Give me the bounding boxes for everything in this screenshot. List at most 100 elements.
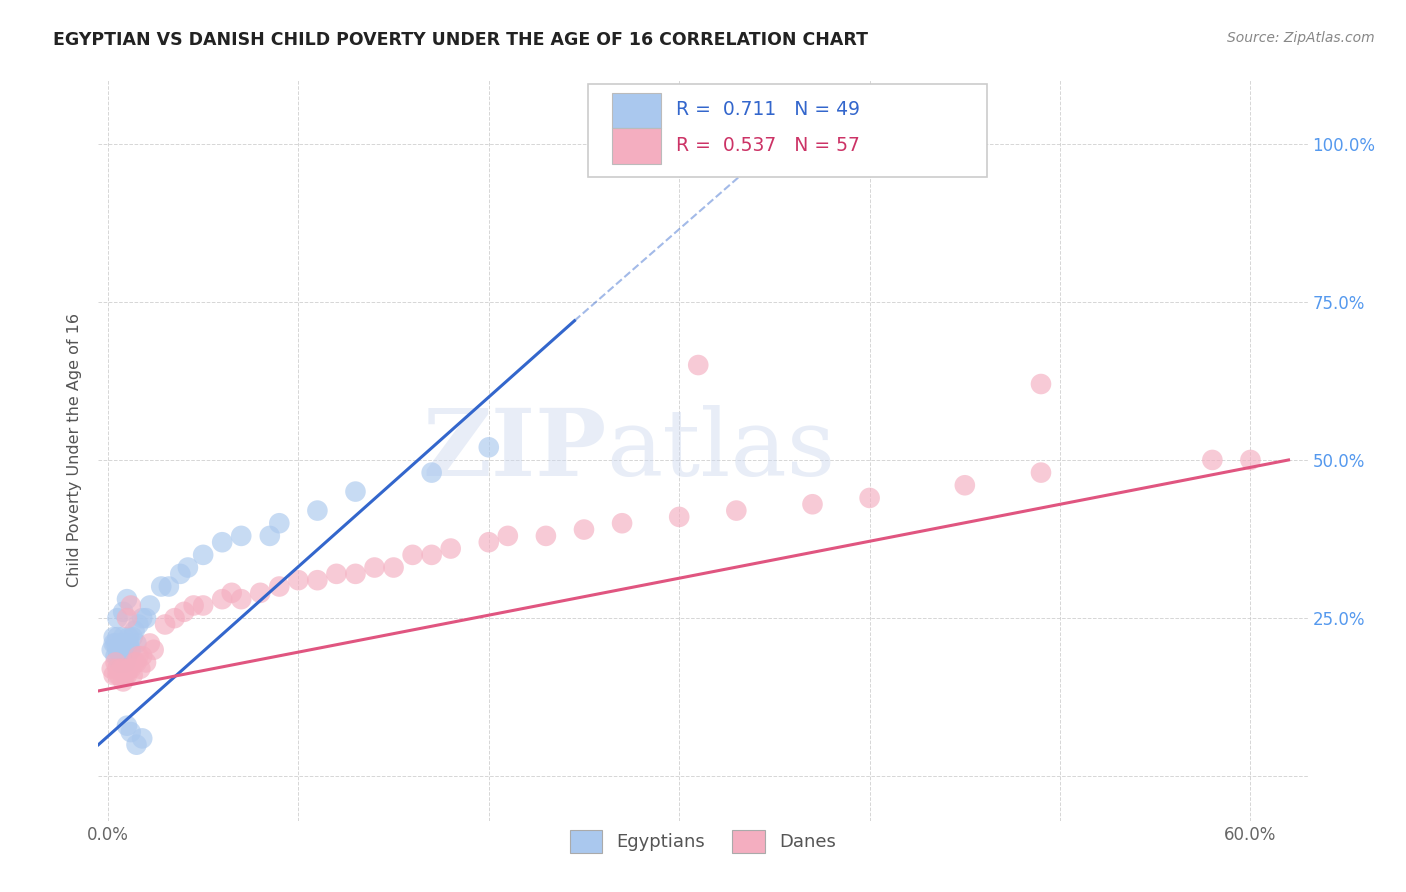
Danes bbox=[163, 611, 186, 625]
Danes bbox=[112, 662, 135, 676]
Danes bbox=[534, 529, 557, 543]
Danes bbox=[1029, 377, 1052, 392]
Egyptians bbox=[115, 649, 138, 664]
Egyptians bbox=[125, 738, 148, 752]
Danes bbox=[153, 617, 176, 632]
Danes bbox=[478, 535, 501, 549]
Danes bbox=[120, 599, 142, 613]
Danes bbox=[120, 662, 142, 676]
Egyptians bbox=[107, 630, 129, 644]
Egyptians bbox=[115, 592, 138, 607]
Egyptians bbox=[231, 529, 253, 543]
Egyptians bbox=[104, 649, 127, 664]
FancyBboxPatch shape bbox=[613, 128, 661, 164]
Egyptians bbox=[107, 642, 129, 657]
Egyptians bbox=[650, 155, 672, 169]
Egyptians bbox=[110, 649, 132, 664]
FancyBboxPatch shape bbox=[588, 84, 987, 177]
Danes bbox=[801, 497, 824, 511]
Danes bbox=[363, 560, 385, 574]
Danes bbox=[211, 592, 233, 607]
Egyptians bbox=[108, 642, 131, 657]
Egyptians bbox=[177, 560, 200, 574]
Danes bbox=[107, 668, 129, 682]
Danes bbox=[1201, 453, 1223, 467]
Danes bbox=[307, 573, 329, 587]
Egyptians bbox=[307, 503, 329, 517]
Danes bbox=[112, 674, 135, 689]
Egyptians bbox=[112, 605, 135, 619]
Danes bbox=[103, 668, 125, 682]
Egyptians bbox=[121, 630, 143, 644]
Danes bbox=[287, 573, 309, 587]
Danes bbox=[104, 656, 127, 670]
Danes bbox=[221, 586, 243, 600]
Danes bbox=[183, 599, 205, 613]
Danes bbox=[953, 478, 976, 492]
Legend: Egyptians, Danes: Egyptians, Danes bbox=[562, 823, 844, 860]
Egyptians bbox=[191, 548, 214, 562]
Danes bbox=[191, 599, 214, 613]
Egyptians bbox=[420, 466, 443, 480]
Egyptians bbox=[259, 529, 281, 543]
Egyptians bbox=[135, 611, 157, 625]
Danes bbox=[124, 656, 146, 670]
Egyptians bbox=[112, 630, 135, 644]
Danes bbox=[859, 491, 882, 505]
Danes bbox=[115, 668, 138, 682]
Egyptians bbox=[478, 440, 501, 454]
Danes bbox=[118, 662, 141, 676]
Text: R =  0.537   N = 57: R = 0.537 N = 57 bbox=[676, 136, 860, 155]
Danes bbox=[114, 668, 136, 682]
Egyptians bbox=[131, 611, 153, 625]
Danes bbox=[382, 560, 405, 574]
Danes bbox=[440, 541, 463, 556]
FancyBboxPatch shape bbox=[613, 93, 661, 128]
Danes bbox=[107, 662, 129, 676]
Egyptians bbox=[104, 636, 127, 650]
Text: ZIP: ZIP bbox=[422, 406, 606, 495]
Egyptians bbox=[131, 731, 153, 746]
Egyptians bbox=[125, 636, 148, 650]
Danes bbox=[142, 642, 165, 657]
Egyptians bbox=[124, 624, 146, 638]
Danes bbox=[269, 580, 291, 594]
Danes bbox=[129, 662, 152, 676]
Danes bbox=[127, 649, 149, 664]
Y-axis label: Child Poverty Under the Age of 16: Child Poverty Under the Age of 16 bbox=[67, 313, 83, 588]
Danes bbox=[610, 516, 633, 531]
Egyptians bbox=[110, 636, 132, 650]
Danes bbox=[344, 566, 367, 581]
Egyptians bbox=[107, 611, 129, 625]
Danes bbox=[131, 649, 153, 664]
Danes bbox=[668, 509, 690, 524]
Danes bbox=[249, 586, 271, 600]
Egyptians bbox=[118, 630, 141, 644]
Danes bbox=[125, 656, 148, 670]
Danes bbox=[115, 611, 138, 625]
Danes bbox=[572, 523, 595, 537]
Egyptians bbox=[103, 630, 125, 644]
Text: atlas: atlas bbox=[606, 406, 835, 495]
Egyptians bbox=[169, 566, 191, 581]
Text: Source: ZipAtlas.com: Source: ZipAtlas.com bbox=[1227, 31, 1375, 45]
Egyptians bbox=[150, 580, 173, 594]
Egyptians bbox=[269, 516, 291, 531]
Danes bbox=[173, 605, 195, 619]
Danes bbox=[325, 566, 347, 581]
Egyptians bbox=[118, 636, 141, 650]
Danes bbox=[688, 358, 710, 372]
Text: EGYPTIAN VS DANISH CHILD POVERTY UNDER THE AGE OF 16 CORRELATION CHART: EGYPTIAN VS DANISH CHILD POVERTY UNDER T… bbox=[53, 31, 869, 49]
Egyptians bbox=[112, 642, 135, 657]
Danes bbox=[121, 668, 143, 682]
Danes bbox=[401, 548, 423, 562]
Danes bbox=[1239, 453, 1261, 467]
Egyptians bbox=[157, 580, 180, 594]
Egyptians bbox=[114, 656, 136, 670]
Egyptians bbox=[103, 636, 125, 650]
Danes bbox=[420, 548, 443, 562]
Egyptians bbox=[127, 617, 149, 632]
Danes bbox=[110, 662, 132, 676]
Danes bbox=[1029, 466, 1052, 480]
Danes bbox=[100, 662, 122, 676]
